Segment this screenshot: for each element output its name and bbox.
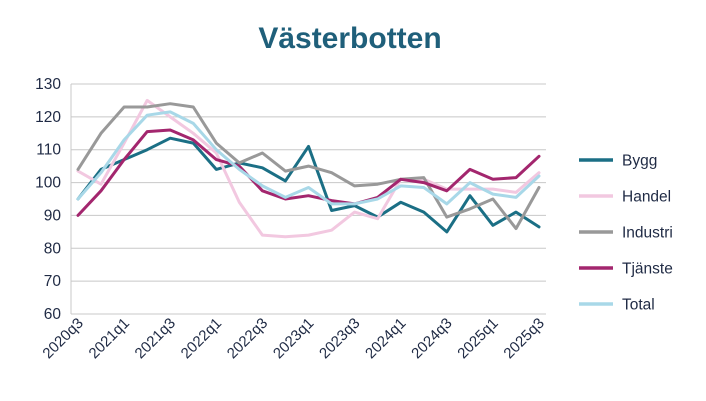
legend-item: Bygg (579, 153, 657, 170)
series-line-industri (76, 102, 541, 231)
legend-label: Industri (622, 225, 673, 242)
legend-label: Handel (622, 189, 671, 206)
legend-item: Industri (579, 225, 673, 242)
y-tick-label: 60 (44, 306, 62, 323)
chart-title: Västerbotten (258, 22, 441, 55)
series-line-total (76, 110, 541, 206)
legend-label: Bygg (622, 153, 657, 170)
x-tick-label: 2025q3 (500, 315, 547, 362)
x-tick-label: 2023q1 (270, 315, 317, 362)
y-axis-ticks: 60 70 80 90 100 110 120 130 (35, 76, 61, 323)
y-tick-label: 90 (44, 207, 62, 224)
legend-item: Total (579, 297, 655, 314)
legend-item: Handel (579, 189, 671, 206)
series-line-bygg (76, 136, 541, 234)
series-lines (76, 98, 541, 239)
y-tick-label: 80 (44, 240, 62, 257)
legend-label: Tjänste (622, 261, 673, 278)
x-axis-ticks: 2020q32021q12021q32022q12022q32023q12023… (39, 315, 547, 362)
x-tick-label: 2023q3 (316, 315, 363, 362)
series-line-tjänste (76, 128, 541, 217)
x-tick-label: 2021q3 (132, 315, 179, 362)
legend: Bygg Handel Industri Tjänste Total (579, 153, 673, 314)
x-tick-label: 2024q3 (408, 315, 455, 362)
y-tick-label: 120 (35, 109, 61, 126)
x-tick-label: 2021q1 (86, 315, 133, 362)
x-tick-label: 2022q1 (178, 315, 225, 362)
legend-label: Total (622, 297, 655, 314)
y-tick-label: 70 (44, 273, 62, 290)
x-tick-label: 2024q1 (362, 315, 409, 362)
y-tick-label: 100 (35, 175, 61, 192)
x-tick-label: 2025q1 (454, 315, 501, 362)
x-tick-label: 2022q3 (224, 315, 271, 362)
y-tick-label: 130 (35, 76, 61, 93)
legend-item: Tjänste (579, 261, 673, 278)
y-tick-label: 110 (36, 142, 61, 159)
